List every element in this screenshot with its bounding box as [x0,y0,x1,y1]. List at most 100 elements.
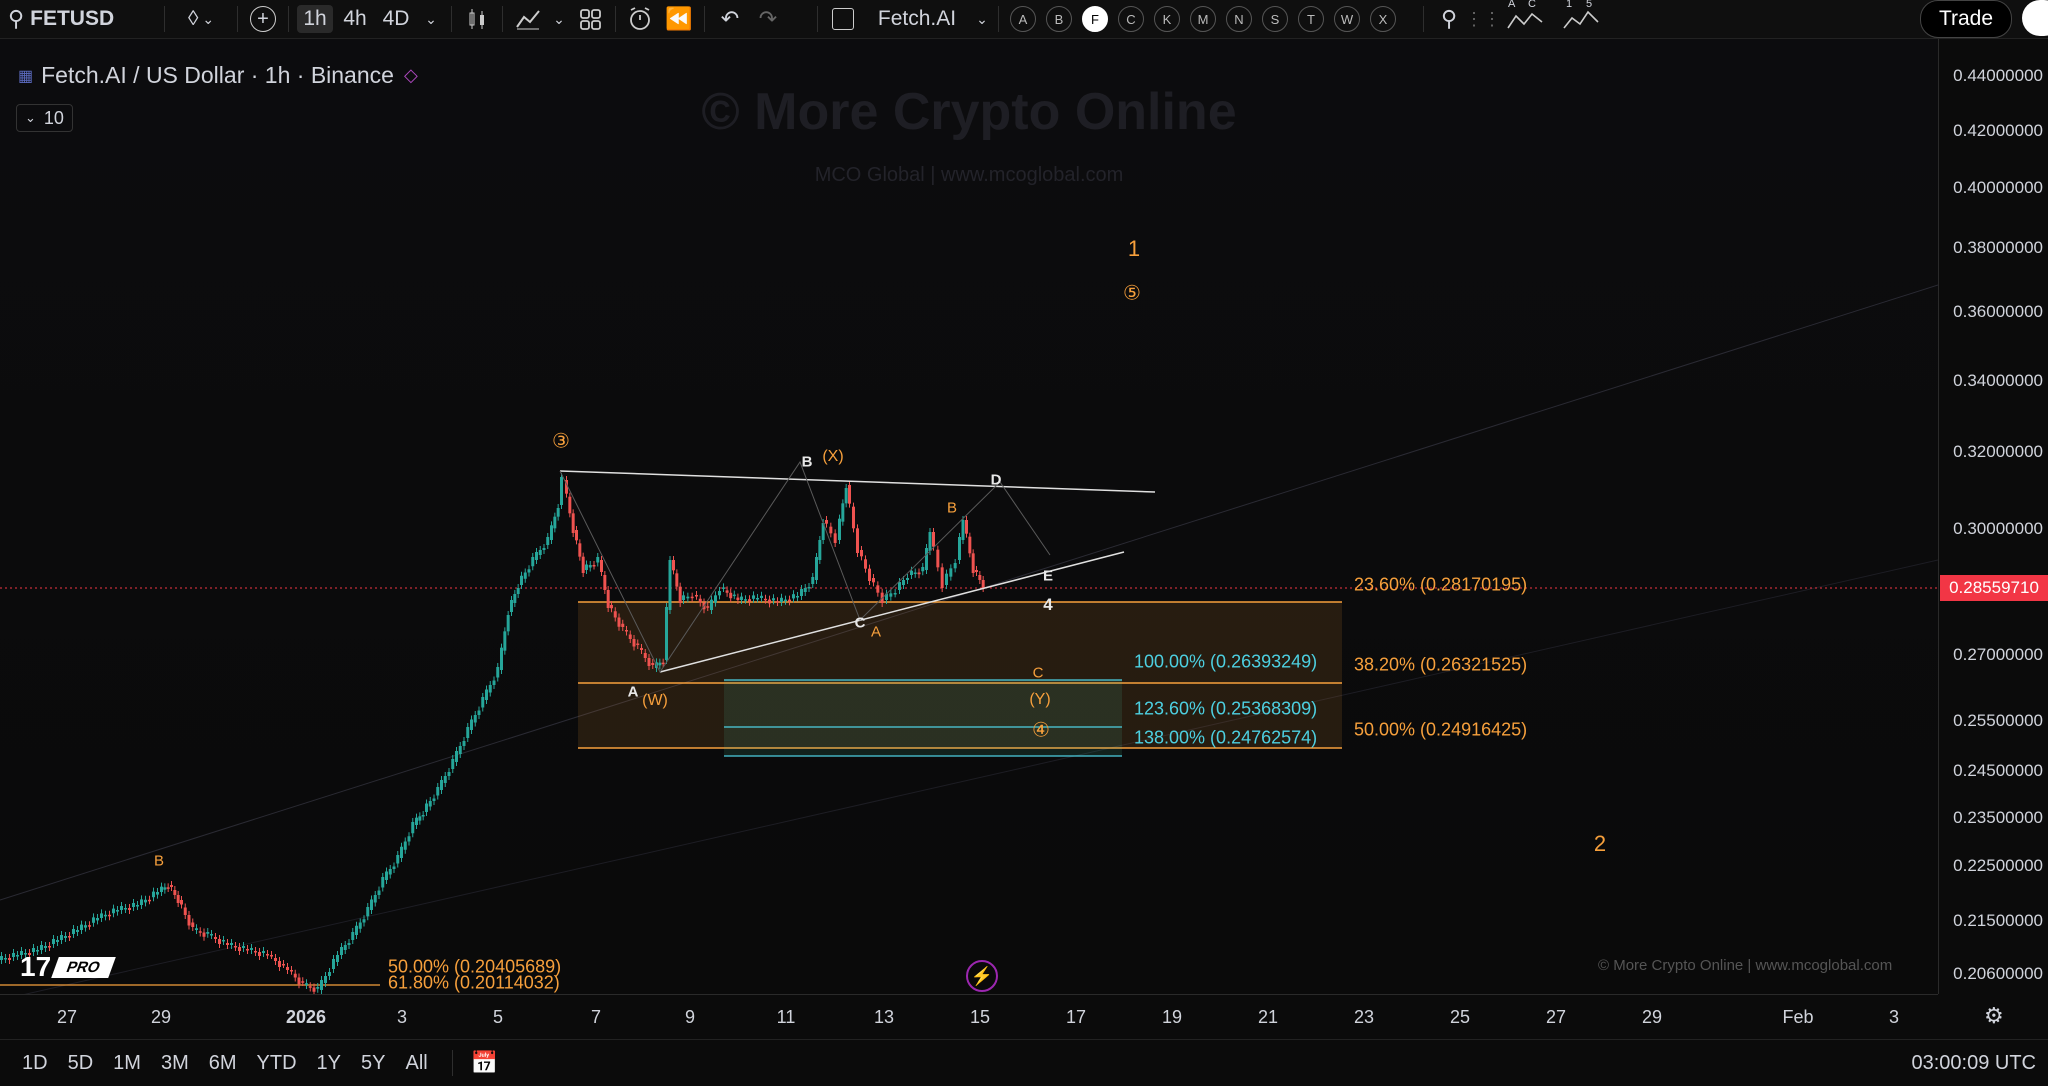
letter-button-n[interactable]: N [1226,6,1252,32]
candle-body [523,572,527,579]
candle-body [643,653,647,658]
candle-body [351,932,355,940]
candle-body [902,580,905,585]
range-1m[interactable]: 1M [113,1051,141,1074]
range-ytd[interactable]: YTD [256,1051,297,1074]
price-tick: 0.27000000 [1953,645,2043,664]
redo-button[interactable]: ↷ [749,2,787,36]
time-axis[interactable]: ⚙ 27 29 2026 3 5 7 9 11 13 15 17 19 21 23 25 27 29 Feb 3 [0,994,2004,1039]
letter-button-x[interactable]: X [1370,6,1396,32]
range-all[interactable]: All [405,1051,428,1074]
candle-body [362,919,366,923]
letter-button-k[interactable]: K [1154,6,1180,32]
watchlist-dropdown[interactable]: ⌄ [972,0,992,38]
timeframe-4h[interactable]: 4h [343,7,367,30]
range-5y[interactable]: 5Y [361,1051,386,1074]
candle-body [56,940,59,942]
candle-body [173,890,177,895]
chart-symbol-title[interactable]: ▦ Fetch.AI / US Dollar · 1h · Binance ◇ [18,62,418,89]
letter-button-m[interactable]: M [1190,6,1216,32]
candle-body [183,907,187,915]
letter-button-w[interactable]: W [1334,6,1360,32]
wave-ac-tool[interactable]: A C [1498,0,1554,36]
profile-button[interactable] [2022,0,2048,36]
range-5d[interactable]: 5D [67,1051,94,1074]
letter-button-b[interactable]: B [1046,6,1072,32]
range-3m[interactable]: 3M [160,1051,189,1074]
letter-button-a[interactable]: A [1010,6,1036,32]
candle-body [575,530,578,541]
candle-body [447,772,451,776]
diamond-icon: ◊ [187,7,199,30]
candle-body [768,599,771,604]
letter-button-f[interactable]: F [1082,6,1108,32]
candle-body [578,543,582,557]
letter-button-s[interactable]: S [1262,6,1288,32]
candle-body [492,680,496,685]
watchlist-name[interactable]: Fetch.AI [877,7,957,30]
candle-body [764,598,767,601]
wave-15-tool[interactable]: 1 5 [1554,0,1610,36]
quick-search-button[interactable]: ⚲ [1430,2,1468,36]
candle-body [838,518,841,540]
letter-button-c[interactable]: C [1118,6,1144,32]
letter-button-t[interactable]: T [1298,6,1324,32]
layouts-button[interactable] [571,2,609,36]
candle-body [166,887,170,889]
replay-button[interactable]: ⏪ [660,2,698,36]
trade-button[interactable]: Trade [1920,0,2012,38]
add-symbol-button[interactable]: + [244,2,282,36]
tradingview-logo[interactable]: 17 PRO [20,951,116,983]
alerts-menu[interactable]: ◊ ⌄ [171,0,231,38]
wave-path [559,460,1051,673]
layout-checkbox[interactable] [824,2,862,36]
fib-extension-label: 100.00% (0.26393249) [1134,651,1318,672]
alert-button[interactable] [622,2,660,36]
time-tick: 23 [1353,1007,1375,1027]
chart-canvas[interactable] [0,39,1938,994]
symbol-search[interactable]: ⚲ FETUSD [0,0,158,38]
range-1y[interactable]: 1Y [316,1051,342,1074]
wave-label-a-orange: A [870,623,882,641]
wave-label-x: (X) [822,448,844,465]
drag-handle[interactable]: ⋮⋮ [1465,2,1501,36]
candle-body [740,596,743,600]
candle-body [527,569,531,573]
candle-body [60,935,63,940]
timeframe-1h[interactable]: 1h [295,0,335,38]
wave-label-c-orange: C [1032,664,1044,682]
price-tick: 0.25500000 [1953,711,2043,730]
lightning-icon[interactable]: ⚡ [966,960,998,992]
candle-body [600,560,603,572]
candle-body [690,596,694,599]
candle-body [968,536,972,554]
candle-body [336,955,339,962]
candle-body [421,815,425,817]
timeframe-dropdown[interactable]: ⌄ [417,0,445,38]
range-1d[interactable]: 1D [22,1051,48,1074]
range-6m[interactable]: 6M [208,1051,237,1074]
candle-body [780,597,783,602]
chart-type-button[interactable] [458,2,496,36]
candles-icon [469,9,484,29]
candle-body [222,940,225,942]
candle-body [152,891,155,898]
candle-body [510,600,513,612]
chart-pane[interactable] [0,39,1938,994]
candle-body [210,934,213,936]
settings-gear-icon[interactable]: ⚙ [1984,1003,2004,1028]
indicators-button[interactable] [509,2,547,36]
candle-body [513,594,517,603]
candle-body [12,953,15,957]
undo-button[interactable]: ↶ [711,2,749,36]
candle-body [953,563,957,569]
wave-label-w: (W) [642,692,668,709]
timeframe-4d[interactable]: 4D [382,7,410,30]
candle-body [592,565,596,567]
fib-retracement-label: 23.60% (0.28170195) [1354,574,1528,595]
indicators-dropdown[interactable]: ⌄ [547,0,571,38]
candle-body [949,568,953,577]
price-axis[interactable]: 0.44000000 0.42000000 0.40000000 0.38000000… [1938,39,2048,994]
indicator-collapse-toggle[interactable]: ⌄ 10 [16,104,73,132]
goto-date-icon[interactable]: 📅 [470,1050,499,1075]
